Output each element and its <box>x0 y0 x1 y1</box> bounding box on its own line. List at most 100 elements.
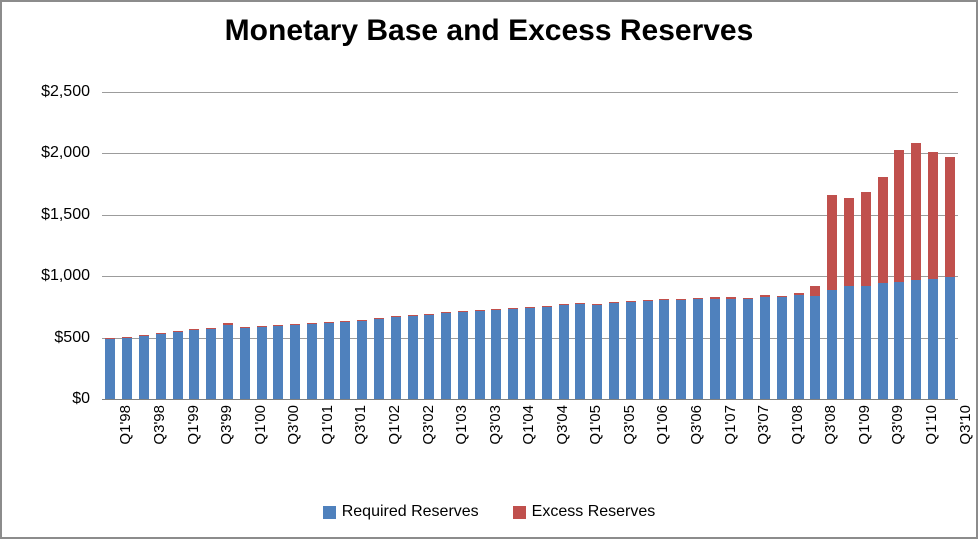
bar-required-segment <box>474 311 485 399</box>
x-axis-label: Q1'05 <box>587 405 604 445</box>
bar-excess-segment <box>592 304 603 305</box>
x-axis-label: Q3'99 <box>218 405 235 445</box>
plot-area <box>102 92 958 400</box>
bar-required-segment <box>625 302 636 399</box>
x-axis-label: Q1'08 <box>789 405 806 445</box>
bar-required-segment <box>441 313 452 399</box>
x-axis-label: Q3'07 <box>755 405 772 445</box>
bar-excess-segment <box>407 315 418 316</box>
x-axis-label: Q1'06 <box>654 405 671 445</box>
gridline <box>102 92 958 93</box>
bar-excess-segment <box>424 314 435 315</box>
bar-excess-segment <box>508 308 519 309</box>
bar-required-segment <box>256 327 267 399</box>
x-axis-label: Q1'07 <box>722 405 739 445</box>
bar-required-segment <box>105 339 116 399</box>
bar-excess-segment <box>491 309 502 310</box>
bar-excess-segment <box>306 323 317 324</box>
bar-required-segment <box>927 279 938 399</box>
x-axis-label: Q3'05 <box>621 405 638 445</box>
bar-excess-segment <box>222 323 233 325</box>
bar-required-segment <box>407 316 418 399</box>
x-axis-label: Q1'09 <box>856 405 873 445</box>
bar-excess-segment <box>944 157 955 277</box>
bar-excess-segment <box>709 297 720 299</box>
bar-required-segment <box>944 277 955 399</box>
x-axis-label: Q3'06 <box>688 405 705 445</box>
bar-required-segment <box>206 329 217 399</box>
legend-item-required: Required Reserves <box>322 503 479 521</box>
bar-excess-segment <box>860 192 871 286</box>
bar-excess-segment <box>760 295 770 297</box>
bar-required-segment <box>726 299 737 399</box>
bar-required-segment <box>843 286 854 399</box>
bar-required-segment <box>743 299 754 399</box>
bar-required-segment <box>692 299 703 399</box>
bar-excess-segment <box>139 335 149 336</box>
bar-required-segment <box>306 324 317 399</box>
gridline <box>102 215 958 216</box>
x-axis-label: Q3'98 <box>151 405 168 445</box>
y-axis-tick-label: $1,500 <box>41 206 90 223</box>
bar-required-segment <box>390 317 401 399</box>
bar-excess-segment <box>340 321 351 322</box>
legend-required-label: Required Reserves <box>341 503 479 520</box>
bar-excess-segment <box>827 195 838 290</box>
bar-excess-segment <box>692 298 703 299</box>
bar-required-segment <box>122 338 133 399</box>
bar-excess-segment <box>206 328 217 329</box>
bar-excess-segment <box>441 312 452 313</box>
chart-title: Monetary Base and Excess Reserves <box>224 14 754 47</box>
y-axis-tick-label: $500 <box>54 329 90 346</box>
x-axis-label: Q3'08 <box>822 405 839 445</box>
gridline <box>102 276 958 277</box>
bar-excess-segment <box>743 298 754 299</box>
bar-excess-segment <box>290 324 300 325</box>
x-axis-label: Q3'00 <box>285 405 302 445</box>
bar-excess-segment <box>122 337 133 338</box>
x-axis-label: Q1'02 <box>386 405 403 445</box>
y-axis-tick-label: $2,500 <box>41 83 90 100</box>
bar-required-segment <box>592 305 603 399</box>
legend-item-excess: Excess Reserves <box>512 503 655 521</box>
bar-excess-segment <box>877 177 888 283</box>
bar-required-segment <box>323 323 334 399</box>
bar-excess-segment <box>843 198 854 286</box>
bar-required-segment <box>424 315 435 399</box>
bar-excess-segment <box>625 301 636 302</box>
x-axis-label: Q1'10 <box>923 405 940 445</box>
bar-required-segment <box>525 308 535 399</box>
x-axis-label: Q1'03 <box>453 405 470 445</box>
x-axis-label: Q3'10 <box>957 405 974 445</box>
bar-excess-segment <box>608 302 619 303</box>
legend-excess-swatch <box>512 505 526 519</box>
bar-required-segment <box>172 332 183 399</box>
bar-required-segment <box>793 295 804 399</box>
x-axis-label: Q1'01 <box>319 405 336 445</box>
bar-required-segment <box>155 334 166 399</box>
bar-required-segment <box>491 310 502 399</box>
gridline <box>102 153 958 154</box>
bar-excess-segment <box>911 143 921 280</box>
bar-excess-segment <box>357 320 368 321</box>
bar-required-segment <box>189 330 200 399</box>
legend-required-swatch <box>322 505 336 519</box>
bar-excess-segment <box>273 325 284 326</box>
x-axis-label: Q3'02 <box>420 405 437 445</box>
bar-excess-segment <box>776 296 787 297</box>
bar-required-segment <box>273 326 284 399</box>
legend: Required Reserves Excess Reserves <box>2 503 976 521</box>
bar-excess-segment <box>155 333 166 334</box>
bar-required-segment <box>575 304 586 399</box>
bar-required-segment <box>357 321 368 399</box>
bar-excess-segment <box>793 293 804 295</box>
bar-excess-segment <box>390 316 401 317</box>
bar-excess-segment <box>541 306 552 307</box>
bar-excess-segment <box>575 303 586 304</box>
bar-required-segment <box>776 297 787 399</box>
y-axis-tick-label: $2,000 <box>41 144 90 161</box>
bar-required-segment <box>608 303 619 399</box>
bar-excess-segment <box>323 322 334 323</box>
bar-required-segment <box>911 280 921 399</box>
